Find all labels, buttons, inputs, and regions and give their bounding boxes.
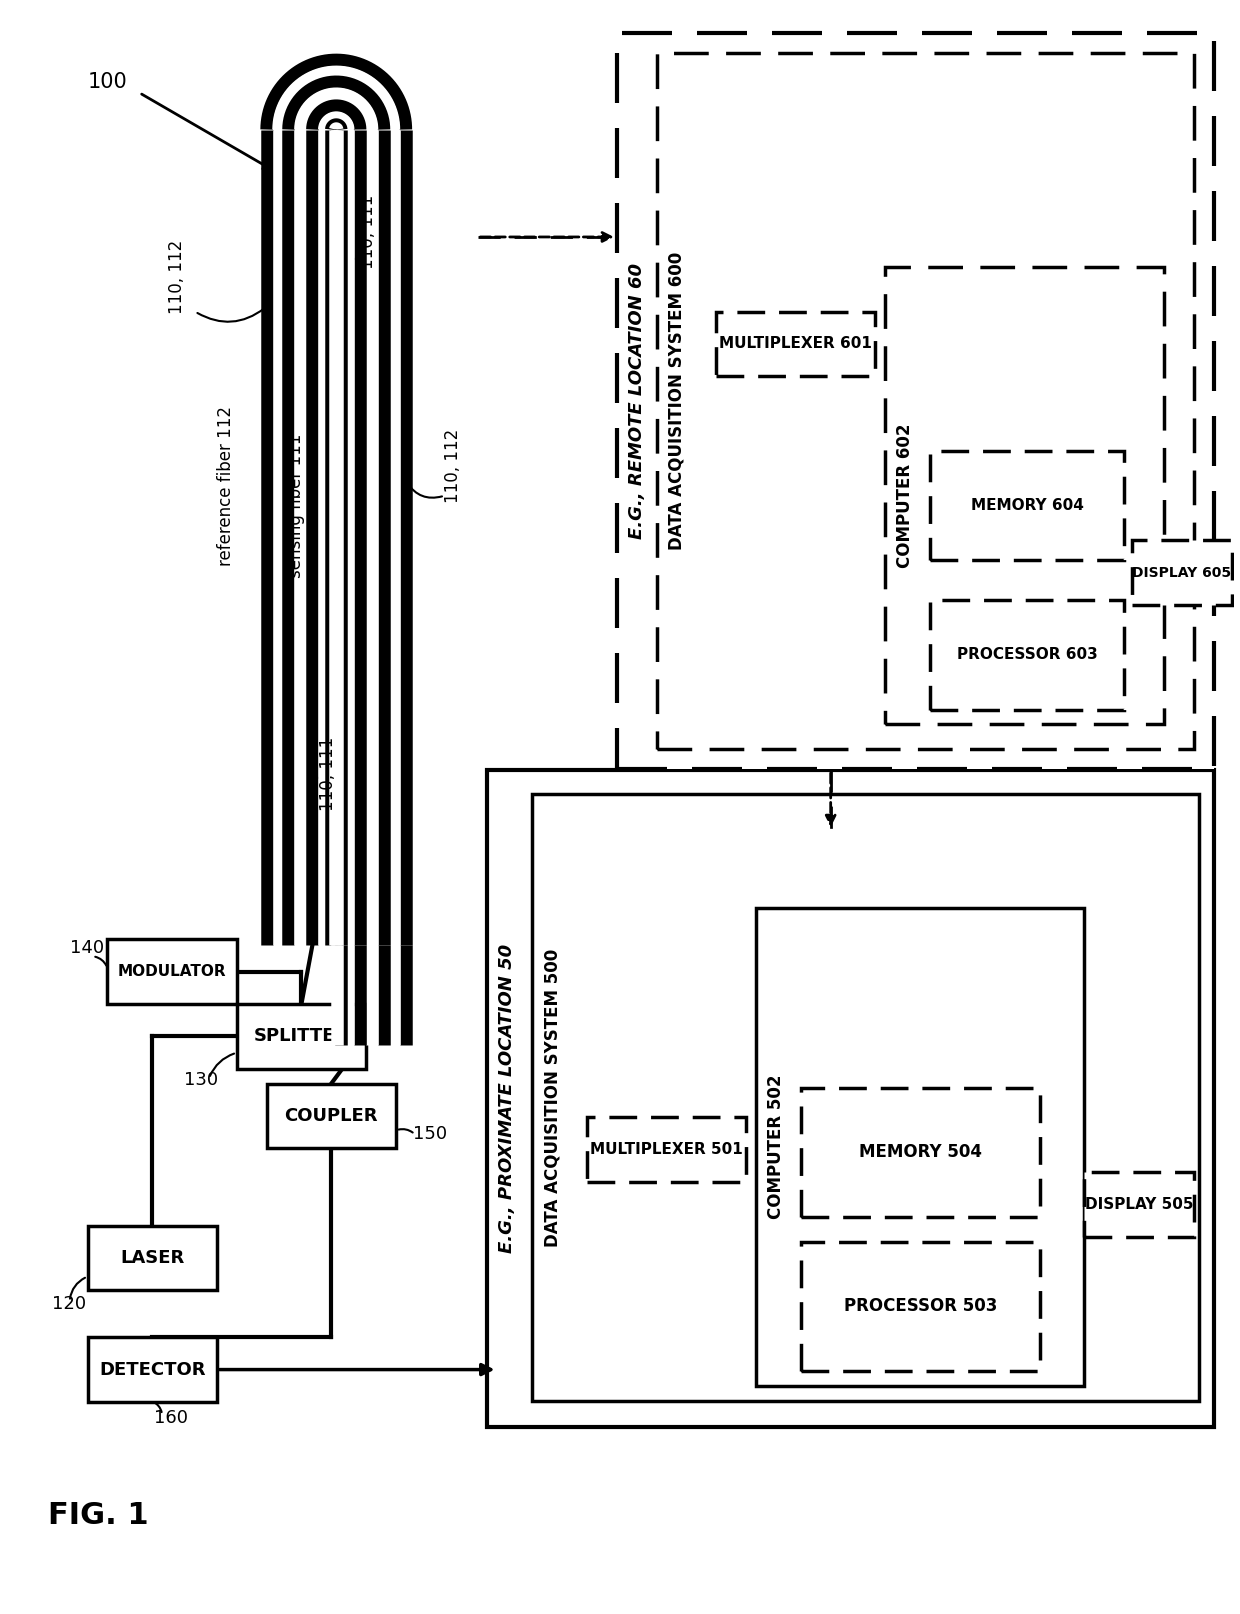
Text: sensing fiber 111: sensing fiber 111 bbox=[288, 434, 305, 578]
Bar bbox=[801, 1088, 1039, 1217]
Bar bbox=[237, 1004, 366, 1068]
Text: COMPUTER 602: COMPUTER 602 bbox=[897, 423, 914, 568]
Text: MULTIPLEXER 601: MULTIPLEXER 601 bbox=[719, 336, 872, 352]
Text: MEMORY 504: MEMORY 504 bbox=[859, 1143, 982, 1160]
Text: 130: 130 bbox=[184, 1070, 218, 1088]
Text: 150: 150 bbox=[413, 1125, 446, 1143]
Text: MEMORY 604: MEMORY 604 bbox=[971, 499, 1084, 513]
Bar bbox=[801, 1241, 1039, 1370]
Text: 110, 112: 110, 112 bbox=[444, 429, 461, 504]
Bar bbox=[616, 32, 1214, 770]
Text: E.G., REMOTE LOCATION 60: E.G., REMOTE LOCATION 60 bbox=[627, 263, 646, 539]
Text: DISPLAY 605: DISPLAY 605 bbox=[1132, 567, 1231, 579]
Bar bbox=[756, 909, 1084, 1386]
Text: E.G., PROXIMATE LOCATION 50: E.G., PROXIMATE LOCATION 50 bbox=[498, 944, 516, 1252]
Bar bbox=[587, 1117, 746, 1181]
Bar bbox=[88, 1338, 217, 1403]
Bar bbox=[1084, 1172, 1194, 1236]
Text: MODULATOR: MODULATOR bbox=[118, 964, 227, 980]
Text: LASER: LASER bbox=[120, 1249, 185, 1267]
Text: reference fiber 112: reference fiber 112 bbox=[217, 405, 234, 565]
Text: 110, 111: 110, 111 bbox=[319, 738, 337, 812]
Text: 160: 160 bbox=[154, 1409, 188, 1427]
Text: PROCESSOR 603: PROCESSOR 603 bbox=[957, 647, 1097, 662]
Text: DETECTOR: DETECTOR bbox=[99, 1361, 206, 1378]
Text: DATA ACQUISITION SYSTEM 600: DATA ACQUISITION SYSTEM 600 bbox=[667, 252, 686, 550]
Bar bbox=[717, 312, 875, 376]
Text: MULTIPLEXER 501: MULTIPLEXER 501 bbox=[590, 1143, 743, 1157]
Bar bbox=[657, 53, 1194, 749]
Text: DATA ACQUISITION SYSTEM 500: DATA ACQUISITION SYSTEM 500 bbox=[543, 949, 562, 1246]
Bar bbox=[267, 1083, 396, 1148]
Text: 110, 112: 110, 112 bbox=[169, 239, 186, 313]
Bar bbox=[88, 1225, 217, 1291]
Text: 100: 100 bbox=[88, 71, 128, 92]
Bar bbox=[532, 794, 1199, 1401]
Text: DISPLAY 505: DISPLAY 505 bbox=[1085, 1198, 1193, 1212]
Text: 110, 111: 110, 111 bbox=[360, 195, 377, 270]
Bar bbox=[930, 600, 1125, 710]
Bar bbox=[885, 266, 1164, 725]
Bar bbox=[930, 450, 1125, 560]
Text: 140: 140 bbox=[69, 939, 104, 957]
Bar bbox=[108, 939, 237, 1004]
Text: 120: 120 bbox=[52, 1296, 86, 1314]
Text: COUPLER: COUPLER bbox=[284, 1107, 378, 1125]
Text: PROCESSOR 503: PROCESSOR 503 bbox=[843, 1298, 997, 1315]
Text: SPLITTER: SPLITTER bbox=[254, 1027, 348, 1046]
Bar bbox=[487, 770, 1214, 1427]
Bar bbox=[1132, 541, 1231, 605]
Text: COMPUTER 502: COMPUTER 502 bbox=[768, 1075, 785, 1220]
Text: FIG. 1: FIG. 1 bbox=[48, 1501, 149, 1530]
